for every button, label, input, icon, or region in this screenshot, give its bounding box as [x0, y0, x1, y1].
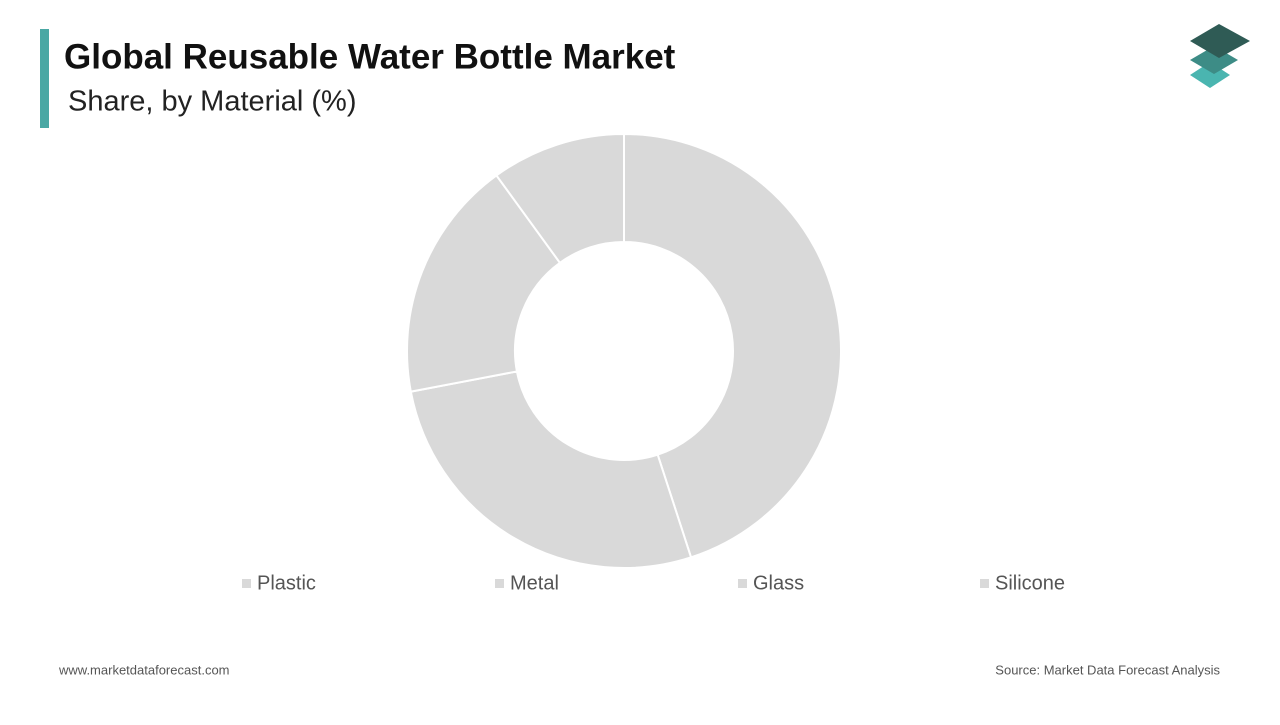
donut-segment	[623, 132, 842, 559]
donut-segment	[406, 174, 562, 393]
donut-segment	[495, 132, 625, 265]
legend-swatch	[738, 579, 747, 588]
source: Source: Market Data Forecast Analysis	[995, 662, 1220, 677]
legend-label: Silicone	[995, 572, 1065, 594]
legend-label: Glass	[753, 572, 804, 594]
donut-segment	[409, 370, 693, 569]
logo	[1190, 24, 1250, 88]
legend-swatch	[242, 579, 251, 588]
legend-label: Plastic	[257, 572, 316, 594]
legend-swatch	[495, 579, 504, 588]
title-accent	[40, 29, 49, 128]
legend-swatch	[980, 579, 989, 588]
chart-title: Global Reusable Water Bottle Market	[64, 37, 676, 76]
website: www.marketdataforecast.com	[58, 662, 230, 677]
chart-subtitle: Share, by Material (%)	[68, 86, 357, 118]
legend-label: Metal	[510, 572, 559, 594]
